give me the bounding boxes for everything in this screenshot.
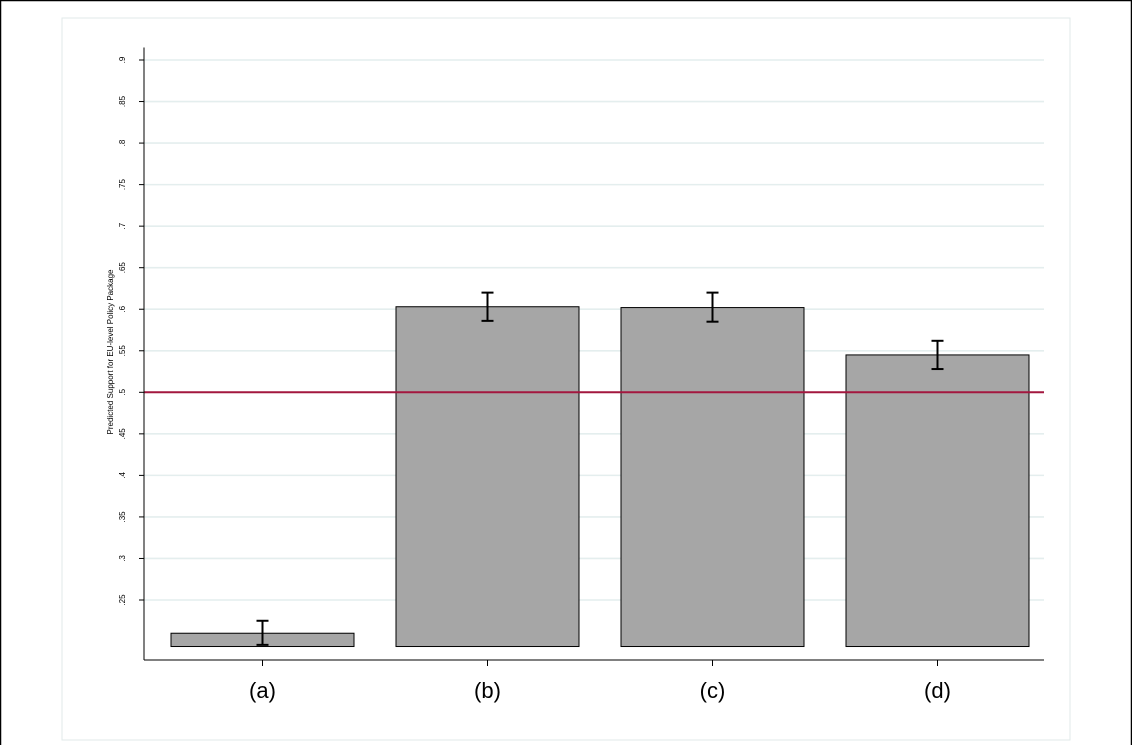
y-tick-label: .55 (118, 345, 127, 357)
x-tick-label: (c) (700, 678, 726, 703)
axes (143, 47, 1044, 661)
error-bar (256, 619, 269, 646)
graph-region-border (61, 17, 1071, 741)
x-tick-label: (d) (924, 678, 951, 703)
y-tick-label: .3 (118, 555, 127, 562)
y-tick-label: .45 (118, 428, 127, 440)
y-tick-label: .6 (118, 305, 127, 312)
y-tick-label: .8 (118, 139, 127, 146)
bar (620, 307, 805, 648)
y-tick-label: .9 (118, 56, 127, 63)
y-tick-label: .75 (118, 179, 127, 191)
bar (845, 354, 1030, 648)
y-tick-label: .7 (118, 222, 127, 229)
y-tick-label: .85 (118, 95, 127, 107)
y-tick-label: .5 (118, 388, 127, 395)
x-ticks: (a) (b) (c) (d) (249, 660, 951, 703)
error-bar (931, 339, 944, 371)
error-bar (481, 291, 494, 322)
y-tick-label: .4 (118, 471, 127, 478)
y-tick-label: .35 (118, 511, 127, 523)
x-tick-label: (b) (474, 678, 501, 703)
bar (395, 306, 580, 648)
y-axis-title: Predicted Support for EU-level Policy Pa… (106, 269, 115, 435)
error-bars (256, 291, 944, 646)
y-tick-label: .25 (118, 594, 127, 606)
error-bar (706, 291, 719, 323)
bars (170, 306, 1030, 648)
x-tick-label: (a) (249, 678, 276, 703)
y-tick-label: .65 (118, 262, 127, 274)
y-ticks: .25 .3 .35 .4 .45 .5 .55 .6 .65 .7 .75 .8 .85 .9 (118, 56, 144, 606)
